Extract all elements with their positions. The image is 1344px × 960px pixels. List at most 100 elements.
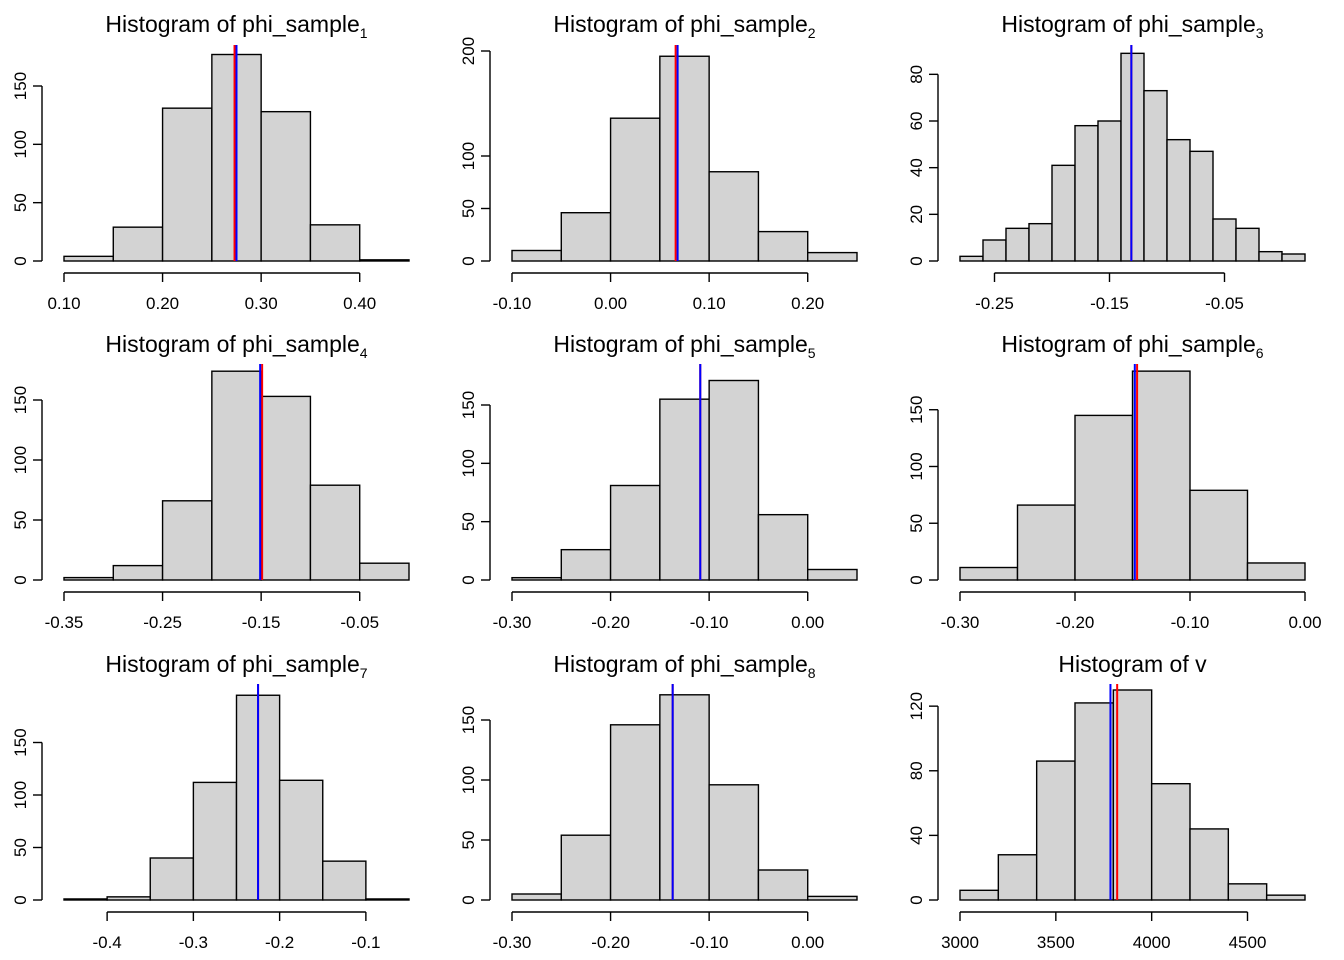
y-tick-label: 100 [11, 130, 30, 158]
chart-title-subscript: 4 [360, 345, 368, 361]
histogram-panel-7: Histogram of phi_sample7 -0.4 -0.3 -0.2 -0.1… [11, 651, 410, 952]
histogram-bar [260, 110, 312, 262]
histogram-bar [1212, 218, 1237, 262]
y-tick-label: 50 [11, 193, 30, 212]
histogram-bar [161, 107, 213, 262]
x-tick-label: -0.10 [690, 613, 729, 632]
chart-title-subscript: 6 [1256, 345, 1264, 361]
chart-title: Histogram of phi_sample2 [553, 11, 815, 41]
y-tick-label: 100 [459, 142, 478, 170]
x-tick-label: -0.30 [493, 613, 532, 632]
histogram-bar [609, 117, 661, 262]
x-tick-label: -0.10 [493, 294, 532, 313]
y-tick-label: 0 [907, 895, 926, 904]
histogram-bar [211, 370, 262, 581]
chart-title: Histogram of phi_sample6 [1001, 331, 1263, 361]
histogram-bar [1189, 828, 1230, 901]
chart-title: Histogram of phi_sample3 [1001, 11, 1263, 41]
chart-title-text: Histogram of phi_sample [553, 11, 807, 37]
x-tick-label: -0.20 [591, 613, 630, 632]
histogram-bar [1074, 702, 1115, 901]
y-tick-label: 150 [459, 706, 478, 734]
histogram-bar [1143, 89, 1168, 262]
histogram-bar [757, 230, 809, 262]
histogram-bar [322, 860, 367, 901]
histogram-bar [359, 259, 410, 262]
x-tick-label: -0.20 [1056, 613, 1095, 632]
histogram-panel-5: Histogram of phi_sample5 -0.30 -0.20 -0.10 0… [459, 331, 858, 632]
x-tick-label: 0.10 [47, 294, 80, 313]
histogram-panel-1: Histogram of phi_sample1 0.10 0.20 0.30 0.40… [11, 11, 410, 313]
x-tick-label: -0.25 [143, 613, 182, 632]
x-tick-label: -0.3 [179, 933, 208, 952]
histogram-bar [982, 239, 1007, 262]
y-tick-label: 40 [907, 826, 926, 845]
y-tick-label: 100 [907, 452, 926, 480]
chart-title: Histogram of phi_sample4 [105, 331, 367, 361]
y-tick-label: 0 [11, 895, 30, 904]
histogram-bar [560, 211, 612, 262]
x-tick-label: 0.20 [146, 294, 179, 313]
chart-title-subscript: 1 [360, 25, 368, 41]
histogram-bar [959, 255, 984, 262]
histogram-bar [609, 484, 661, 581]
histogram-bar [1166, 138, 1191, 262]
x-tick-label: 0.00 [791, 613, 824, 632]
x-tick-label: -0.30 [941, 613, 980, 632]
chart-title: Histogram of phi_sample7 [105, 651, 367, 681]
histogram-bar [1227, 883, 1268, 901]
histogram-panel-3: Histogram of phi_sample3 -0.25 -0.15 -0.05 0… [907, 11, 1306, 313]
y-tick-label: 50 [459, 512, 478, 531]
y-tick-label: 200 [459, 37, 478, 65]
histogram-bar [278, 779, 324, 901]
chart-title-text: Histogram of phi_sample [105, 331, 359, 357]
histogram-bar [1150, 782, 1191, 901]
histogram-bar [106, 896, 151, 901]
histogram-bar [309, 224, 361, 262]
x-tick-label: 0.30 [245, 294, 278, 313]
x-tick-label: 0.00 [594, 294, 627, 313]
histogram-bar [260, 395, 312, 581]
y-tick-label: 80 [907, 65, 926, 84]
chart-title-text: Histogram of phi_sample [1001, 11, 1255, 37]
y-tick-label: 0 [459, 256, 478, 265]
histogram-bar [511, 576, 562, 581]
histogram-bar [659, 55, 710, 262]
histogram-bar [997, 854, 1038, 901]
histogram-bar [757, 513, 809, 581]
histogram-bar [309, 484, 361, 581]
chart-title-subscript: 5 [808, 345, 816, 361]
y-tick-label: 50 [11, 838, 30, 857]
y-tick-label: 50 [459, 831, 478, 850]
histogram-bar [112, 226, 164, 262]
x-tick-label: -0.30 [493, 933, 532, 952]
histogram-bar [1097, 120, 1122, 262]
histogram-bar [1074, 414, 1134, 581]
y-tick-label: 40 [907, 158, 926, 177]
y-tick-label: 0 [907, 256, 926, 265]
histogram-bar [1189, 150, 1214, 262]
chart-title-subscript: 3 [1256, 25, 1264, 41]
histogram-bar [807, 568, 858, 581]
histogram-bar [1120, 52, 1145, 262]
y-tick-label: 0 [459, 575, 478, 584]
histogram-bar [63, 576, 114, 581]
chart-title-subscript: 2 [808, 25, 816, 41]
x-tick-label: -0.10 [690, 933, 729, 952]
x-tick-label: 0.00 [1288, 613, 1321, 632]
chart-title-subscript: 8 [808, 665, 816, 681]
histogram-bar [359, 562, 410, 581]
histogram-bar [161, 500, 213, 581]
histogram-bar [659, 694, 710, 901]
x-tick-label: 0.10 [693, 294, 726, 313]
histogram-bar [1258, 250, 1283, 262]
y-tick-label: 0 [11, 256, 30, 265]
histogram-bar [1246, 562, 1306, 581]
histogram-bar [807, 895, 858, 901]
y-tick-label: 0 [907, 575, 926, 584]
x-tick-label: -0.10 [1171, 613, 1210, 632]
x-tick-label: -0.15 [242, 613, 281, 632]
chart-title-text: Histogram of phi_sample [105, 651, 359, 677]
chart-title: Histogram of phi_sample5 [553, 331, 815, 361]
chart-title-text: Histogram of phi_sample [1001, 331, 1255, 357]
